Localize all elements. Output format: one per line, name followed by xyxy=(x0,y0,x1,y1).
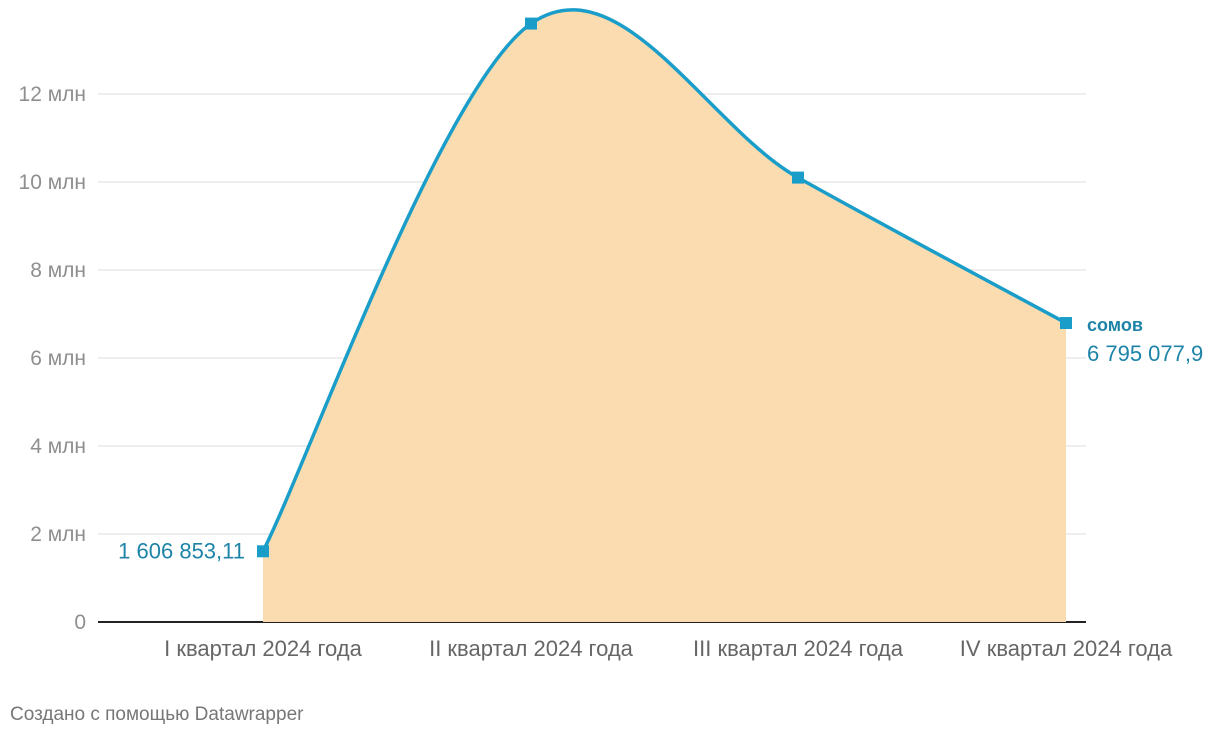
footer-credit: Создано с помощью Datawrapper xyxy=(10,704,304,725)
data-point xyxy=(792,171,804,184)
y-tick-label: 4 млн xyxy=(30,435,86,458)
y-tick-label: 0 xyxy=(74,611,86,634)
y-tick-label: 10 млн xyxy=(19,171,86,194)
x-tick-label: III квартал 2024 года xyxy=(693,636,904,661)
y-tick-label: 2 млн xyxy=(30,523,86,546)
data-point xyxy=(525,17,537,30)
x-tick-label: II квартал 2024 года xyxy=(429,636,634,661)
y-tick-label: 6 млн xyxy=(30,347,86,370)
data-point xyxy=(1060,317,1072,330)
area-fill xyxy=(263,9,1066,622)
y-tick-label: 12 млн xyxy=(19,83,86,106)
x-tick-label: I квартал 2024 года xyxy=(164,636,362,661)
x-tick-label: IV квартал 2024 года xyxy=(960,636,1173,661)
series-label: сомов xyxy=(1087,315,1143,335)
y-tick-label: 8 млн xyxy=(30,259,86,282)
data-label: 6 795 077,9 xyxy=(1087,341,1203,366)
data-label: 1 606 853,11 xyxy=(118,538,245,563)
series-line xyxy=(261,8,1067,553)
data-point xyxy=(257,545,269,558)
